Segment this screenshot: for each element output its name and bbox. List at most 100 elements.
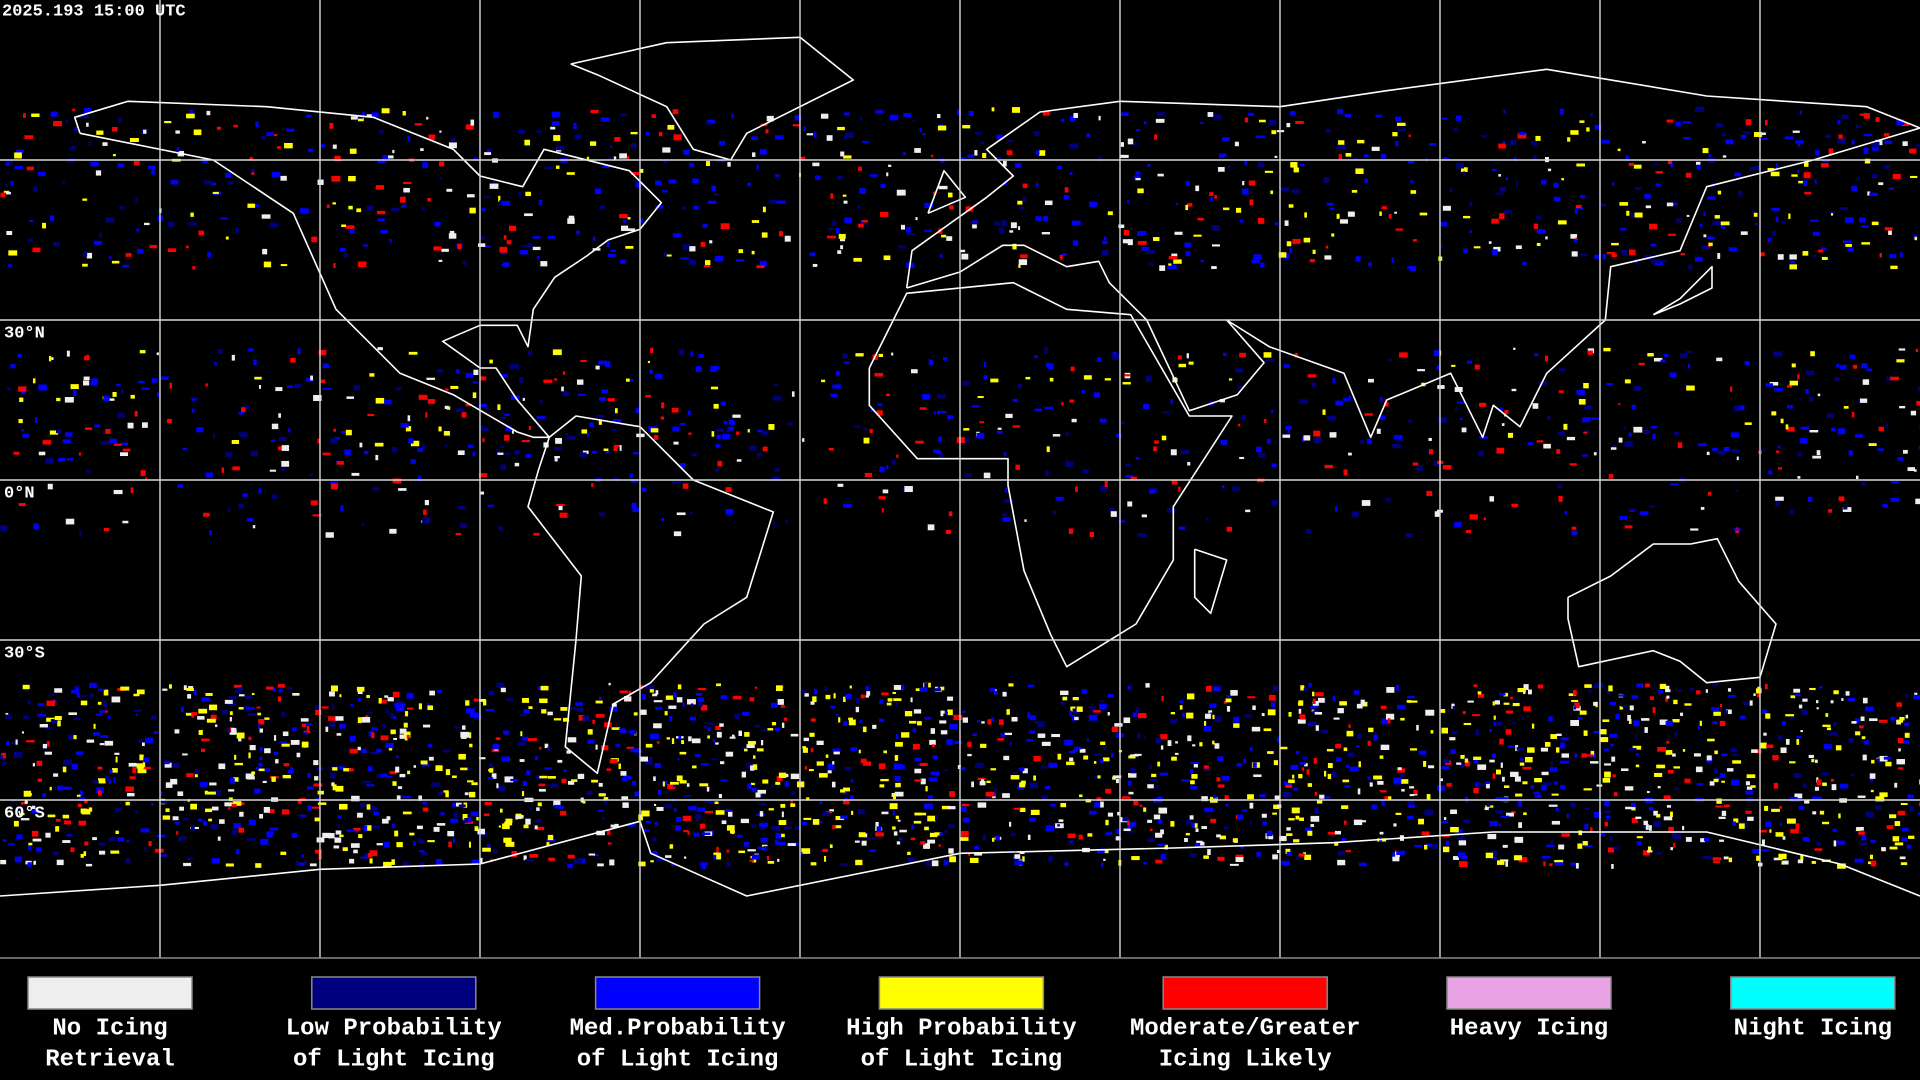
icing-speck <box>727 811 733 817</box>
icing-speck <box>1739 405 1745 411</box>
icing-speck <box>651 114 656 118</box>
icing-speck <box>766 115 774 122</box>
icing-speck <box>1505 176 1508 181</box>
icing-speck <box>287 769 294 774</box>
icing-speck <box>919 128 922 133</box>
icing-speck <box>662 781 665 787</box>
icing-speck <box>1720 221 1730 226</box>
icing-speck <box>942 357 948 361</box>
icing-speck <box>1362 701 1368 707</box>
icing-speck <box>1826 413 1835 419</box>
icing-speck <box>164 762 172 768</box>
icing-speck <box>536 130 542 133</box>
icing-speck <box>133 161 140 166</box>
icing-speck <box>1645 824 1649 830</box>
icing-speck <box>120 388 124 395</box>
icing-speck <box>1239 352 1246 358</box>
icing-speck <box>759 260 767 267</box>
icing-speck <box>761 729 768 732</box>
icing-speck <box>1556 747 1560 753</box>
icing-speck <box>303 862 308 865</box>
icing-speck <box>1777 735 1783 741</box>
icing-speck <box>1606 383 1613 386</box>
icing-speck <box>1916 401 1920 406</box>
icing-speck <box>920 762 928 767</box>
icing-speck <box>619 153 627 159</box>
icing-speck <box>103 528 110 532</box>
icing-speck <box>704 810 714 814</box>
icing-speck <box>810 748 814 753</box>
icing-speck <box>831 781 836 788</box>
icing-speck <box>941 234 947 238</box>
icing-speck <box>1495 797 1504 801</box>
icing-speck <box>759 792 763 797</box>
icing-speck <box>791 391 795 397</box>
icing-speck <box>1845 243 1852 247</box>
coastline <box>73 100 663 439</box>
icing-speck <box>561 386 564 392</box>
icing-speck <box>631 502 637 509</box>
icing-speck <box>528 706 533 710</box>
icing-speck <box>33 860 37 865</box>
icing-speck <box>1725 709 1732 715</box>
icing-speck <box>1057 824 1060 827</box>
icing-speck <box>63 820 71 825</box>
icing-speck <box>1312 700 1319 706</box>
icing-speck <box>440 812 445 816</box>
icing-speck <box>1841 698 1844 701</box>
icing-speck <box>895 742 903 747</box>
icing-speck <box>93 240 102 245</box>
icing-speck <box>1789 761 1796 764</box>
icing-speck <box>1588 689 1592 694</box>
icing-speck <box>1241 809 1248 812</box>
icing-speck <box>457 450 465 456</box>
icing-speck <box>933 411 936 415</box>
icing-speck <box>1651 258 1661 264</box>
icing-speck <box>1520 758 1524 761</box>
icing-speck <box>514 450 521 455</box>
icing-speck <box>1369 780 1372 784</box>
icing-speck <box>1869 854 1874 860</box>
icing-speck <box>263 261 272 268</box>
icing-speck <box>271 776 276 782</box>
icing-speck <box>86 470 91 474</box>
icing-speck <box>864 472 873 477</box>
icing-speck <box>1773 782 1779 789</box>
icing-speck <box>976 720 981 723</box>
icing-speck <box>483 813 490 816</box>
icing-speck <box>1801 709 1808 715</box>
icing-speck <box>381 699 387 704</box>
icing-speck <box>1265 358 1274 362</box>
icing-speck <box>755 792 761 798</box>
icing-speck <box>767 861 775 864</box>
icing-speck <box>1274 222 1279 226</box>
icing-speck <box>402 111 406 116</box>
icing-speck <box>1352 158 1358 161</box>
icing-speck <box>1897 719 1904 723</box>
icing-speck <box>1584 807 1590 810</box>
icing-speck <box>1044 785 1051 789</box>
icing-speck <box>1331 233 1335 237</box>
icing-speck <box>517 129 526 134</box>
icing-speck <box>1393 777 1402 784</box>
icing-speck <box>1716 798 1722 804</box>
icing-speck <box>568 780 575 785</box>
icing-speck <box>1118 224 1125 229</box>
icing-speck <box>1299 399 1309 404</box>
icing-speck <box>1342 779 1350 783</box>
icing-speck <box>484 152 492 156</box>
icing-speck <box>525 859 534 862</box>
icing-speck <box>716 846 719 853</box>
icing-speck <box>1211 225 1220 231</box>
icing-speck <box>503 262 510 267</box>
icing-speck <box>42 222 47 229</box>
icing-speck <box>753 755 756 759</box>
icing-speck <box>1011 107 1021 113</box>
icing-speck <box>46 726 54 730</box>
icing-speck <box>1740 231 1748 235</box>
icing-speck <box>1490 856 1497 859</box>
icing-speck <box>243 405 250 410</box>
icing-speck <box>1291 189 1301 193</box>
icing-speck <box>596 830 605 836</box>
